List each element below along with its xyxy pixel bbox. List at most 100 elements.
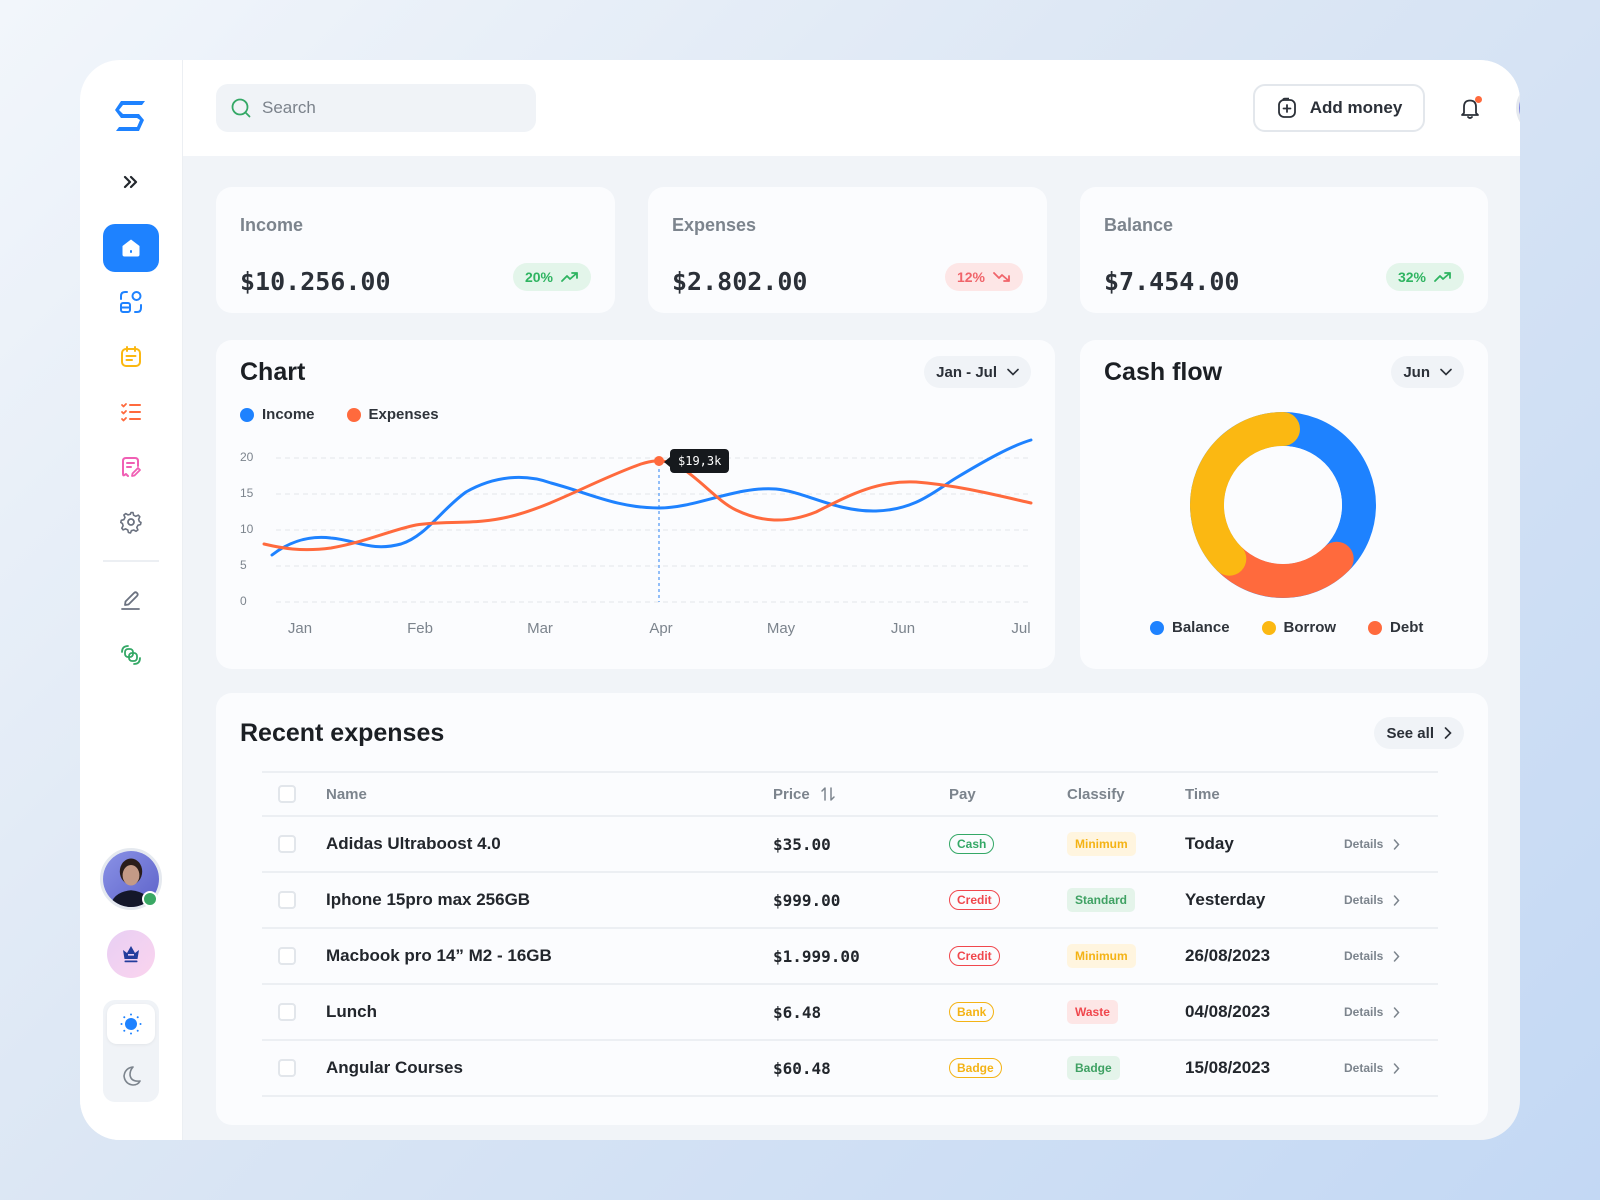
pay-method-badge: Badge xyxy=(949,1058,1002,1078)
pay-method-badge: Cash xyxy=(949,834,995,854)
column-time[interactable]: Time xyxy=(1185,785,1220,803)
see-all-button[interactable]: See all xyxy=(1374,717,1464,749)
premium-button[interactable] xyxy=(107,930,155,978)
x-tick: Jul xyxy=(1011,620,1031,637)
y-tick: 10 xyxy=(240,522,254,536)
crown-icon xyxy=(123,946,139,963)
sort-icon xyxy=(820,787,835,801)
expense-time: 04/08/2023 xyxy=(1185,1002,1271,1021)
date-range-dropdown[interactable]: Jan - Jul xyxy=(924,356,1031,388)
online-status-indicator xyxy=(142,891,158,907)
column-name[interactable]: Name xyxy=(326,785,367,803)
period-dropdown[interactable]: Jun xyxy=(1391,356,1464,388)
column-pay[interactable]: Pay xyxy=(949,785,976,803)
apps-icon xyxy=(120,291,142,313)
note-icon xyxy=(121,346,141,367)
column-price-label: Price xyxy=(773,785,810,803)
cashflow-card: Cash flow Jun Balance Borrow Debt xyxy=(1080,340,1488,669)
gear-icon xyxy=(120,511,142,534)
sidebar-item-settings[interactable] xyxy=(103,498,159,546)
table-row[interactable]: Angular Courses $60.48 Badge Badge 15/08… xyxy=(262,1041,1438,1097)
sidebar-item-apps[interactable] xyxy=(103,278,159,326)
search-input[interactable] xyxy=(262,98,522,118)
column-classify[interactable]: Classify xyxy=(1067,785,1125,803)
add-wallet-icon xyxy=(1277,97,1296,118)
details-link[interactable]: Details xyxy=(1344,949,1400,963)
column-price[interactable]: Price xyxy=(773,786,836,803)
details-label: Details xyxy=(1344,1005,1384,1019)
search-box[interactable] xyxy=(216,84,536,132)
pay-method-badge: Credit xyxy=(949,890,1000,910)
sun-icon xyxy=(120,1013,142,1035)
stat-label: Balance xyxy=(1104,215,1174,235)
sidebar-item-exchange[interactable] xyxy=(103,631,159,679)
details-link[interactable]: Details xyxy=(1344,1005,1400,1019)
sidebar-user-avatar[interactable] xyxy=(100,848,162,910)
classify-tag: Minimum xyxy=(1067,944,1136,968)
legend-dot xyxy=(346,407,361,422)
sidebar-item-edit[interactable] xyxy=(103,576,159,624)
stat-value: $7.454.00 xyxy=(1104,267,1240,296)
topbar: Add money xyxy=(183,60,1520,156)
sidebar-item-invoices[interactable] xyxy=(103,443,159,491)
expense-price: $35.00 xyxy=(773,834,831,854)
user-avatar[interactable] xyxy=(1516,81,1520,135)
donut-chart[interactable] xyxy=(1188,410,1378,600)
table-row[interactable]: Lunch $6.48 Bank Waste 04/08/2023 Detail… xyxy=(262,985,1438,1041)
classify-tag: Waste xyxy=(1067,1000,1118,1024)
logo-icon xyxy=(115,101,145,131)
hover-point xyxy=(654,456,664,466)
select-all-checkbox[interactable] xyxy=(278,785,296,803)
expense-price: $60.48 xyxy=(773,1058,831,1078)
receipt-edit-icon xyxy=(122,457,141,477)
recent-expenses-card: Recent expenses See all Name Price Pay C… xyxy=(216,693,1488,1125)
dark-theme-button[interactable] xyxy=(107,1056,155,1096)
details-link[interactable]: Details xyxy=(1344,837,1400,851)
table-row[interactable]: Adidas Ultraboost 4.0 $35.00 Cash Minimu… xyxy=(262,817,1438,873)
expense-time: Yesterday xyxy=(1185,890,1266,909)
legend-borrow: Borrow xyxy=(1261,619,1336,636)
date-range-label: Jan - Jul xyxy=(936,363,997,381)
sidebar-item-notes[interactable] xyxy=(103,333,159,381)
trend-badge: 12% xyxy=(944,263,1023,291)
legend-label: Debt xyxy=(1390,619,1424,636)
add-money-button[interactable]: Add money xyxy=(1253,84,1425,132)
row-checkbox[interactable] xyxy=(278,835,296,853)
table-row[interactable]: Iphone 15pro max 256GB $999.00 Credit St… xyxy=(262,873,1438,929)
stat-card-expenses: Expenses $2.802.00 12% xyxy=(648,187,1047,313)
details-link[interactable]: Details xyxy=(1344,893,1400,907)
moon-icon xyxy=(123,1066,141,1086)
chevron-down-icon xyxy=(1440,368,1452,376)
sidebar-item-tasks[interactable] xyxy=(103,388,159,436)
row-checkbox[interactable] xyxy=(278,891,296,909)
line-chart-plot[interactable] xyxy=(216,340,1055,669)
stat-label: Expenses xyxy=(672,215,757,235)
logo[interactable] xyxy=(113,98,149,134)
row-checkbox[interactable] xyxy=(278,1059,296,1077)
pencil-icon xyxy=(121,591,140,610)
checklist-icon xyxy=(121,403,141,422)
light-theme-button[interactable] xyxy=(107,1004,155,1044)
expand-sidebar-button[interactable] xyxy=(119,170,143,194)
chart-legend: Income Expenses xyxy=(240,406,439,423)
y-tick: 20 xyxy=(240,450,254,464)
legend-dot xyxy=(1261,620,1276,635)
period-label: Jun xyxy=(1403,363,1430,381)
chevron-down-icon xyxy=(1007,368,1019,376)
notifications-button[interactable] xyxy=(1456,94,1484,122)
sidebar-item-home[interactable] xyxy=(103,224,159,272)
x-tick: Jun xyxy=(890,620,916,637)
search-icon xyxy=(231,98,251,118)
row-checkbox[interactable] xyxy=(278,947,296,965)
row-checkbox[interactable] xyxy=(278,1003,296,1021)
classify-tag: Minimum xyxy=(1067,832,1136,856)
trend-badge: 32% xyxy=(1385,263,1464,291)
details-link[interactable]: Details xyxy=(1344,1061,1400,1075)
details-label: Details xyxy=(1344,837,1384,851)
trend-up-icon xyxy=(1434,272,1451,282)
chevrons-right-icon xyxy=(123,175,138,189)
table-row[interactable]: Macbook pro 14” M2 - 16GB $1.999.00 Cred… xyxy=(262,929,1438,985)
classify-tag: Standard xyxy=(1067,888,1136,912)
table-header: Name Price Pay Classify Time xyxy=(262,771,1438,817)
donut-borrow xyxy=(1190,412,1300,576)
